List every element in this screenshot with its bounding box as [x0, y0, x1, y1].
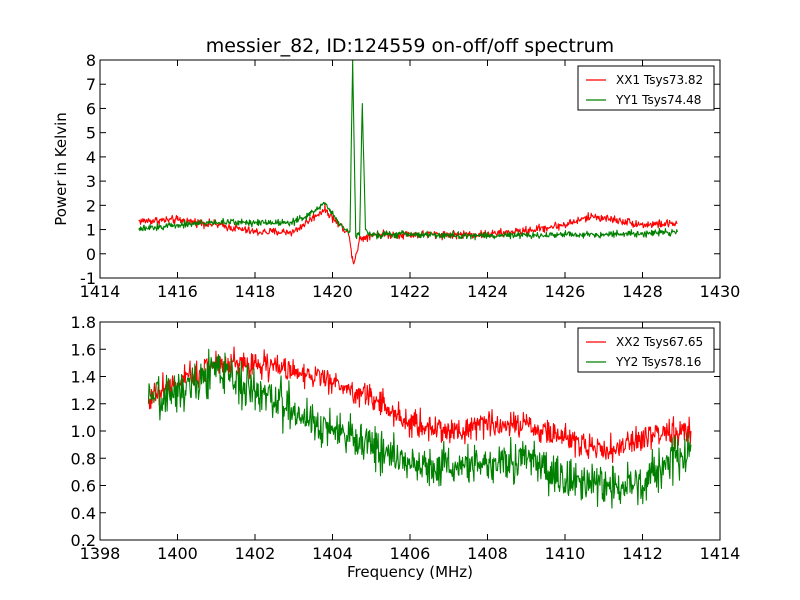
y-tick-label: 3 — [86, 172, 96, 191]
x-tick-label: 1414 — [700, 544, 741, 563]
x-tick-label: 1428 — [622, 282, 663, 301]
y-tick-label: 1.4 — [71, 368, 96, 387]
y-tick-label: 4 — [86, 148, 96, 167]
x-tick-label: 1418 — [235, 282, 276, 301]
y-axis-label: Power in Kelvin — [52, 112, 70, 226]
legend-box — [577, 327, 715, 373]
x-tick-label: 1404 — [312, 544, 353, 563]
bottom-spectrum-panel: 1398 1400 1402 1404 1406 1408 1410 1412 1414 0.2 0… — [71, 313, 741, 563]
y-tick-label: 0.8 — [71, 449, 96, 468]
y-tick-label: 0 — [86, 245, 96, 264]
x-tick-label: 1406 — [390, 544, 431, 563]
x-tick-label: 1410 — [545, 544, 586, 563]
top-spectrum-panel: 1414 1416 1418 1420 1422 1424 1426 1428 1430-101… — [80, 51, 741, 301]
series-line-2 — [138, 60, 678, 241]
y-tick-label: 0.2 — [71, 531, 96, 550]
figure-title: messier_82, ID:124559 on-off/off spectru… — [206, 35, 614, 57]
legend: XX2 Tsys67.65 YY2 Tsys78.16 — [577, 327, 715, 373]
y-tick-label: 8 — [86, 51, 96, 70]
x-tick-label: 1420 — [312, 282, 353, 301]
series-lines — [147, 346, 692, 509]
legend: XX1 Tsys73.82 YY1 Tsys74.48 — [577, 65, 715, 111]
y-tick-label: 1.6 — [71, 340, 96, 359]
legend-entry: XX2 Tsys67.65 — [616, 335, 703, 349]
y-tick-label: 1 — [86, 221, 96, 240]
y-tick-label: 1.2 — [71, 395, 96, 414]
series-lines — [138, 60, 678, 265]
y-tick-label: 7 — [86, 75, 96, 94]
series-line-2 — [147, 348, 692, 509]
y-tick-label: 1.8 — [71, 313, 96, 332]
legend-entry: YY1 Tsys74.48 — [615, 93, 701, 107]
legend-entry: YY2 Tsys78.16 — [615, 355, 701, 369]
x-tick-label: 1430 — [700, 282, 741, 301]
x-tick-label: 1414 — [80, 282, 121, 301]
x-tick-label: 1416 — [157, 282, 198, 301]
x-tick-label: 1402 — [235, 544, 276, 563]
x-axis-label: Frequency (MHz) — [347, 563, 473, 581]
y-tick-label: 0.6 — [71, 477, 96, 496]
x-tick-label: 1424 — [467, 282, 508, 301]
x-tick-label: 1412 — [622, 544, 663, 563]
y-tick-label: 0.4 — [71, 504, 96, 523]
series-line-1 — [138, 202, 678, 265]
x-tick-label: 1408 — [467, 544, 508, 563]
y-tick-label: 1.0 — [71, 422, 96, 441]
y-tick-label: -1 — [80, 269, 96, 288]
x-tick-label: 1398 — [80, 544, 121, 563]
y-tick-label: 2 — [86, 196, 96, 215]
x-tick-label: 1426 — [545, 282, 586, 301]
series-line-1 — [147, 346, 692, 464]
x-tick-label: 1422 — [390, 282, 431, 301]
y-tick-label: 5 — [86, 124, 96, 143]
y-tick-label: 6 — [86, 99, 96, 118]
x-tick-label: 1400 — [157, 544, 198, 563]
legend-box — [577, 65, 715, 111]
legend-entry: XX1 Tsys73.82 — [616, 73, 703, 87]
